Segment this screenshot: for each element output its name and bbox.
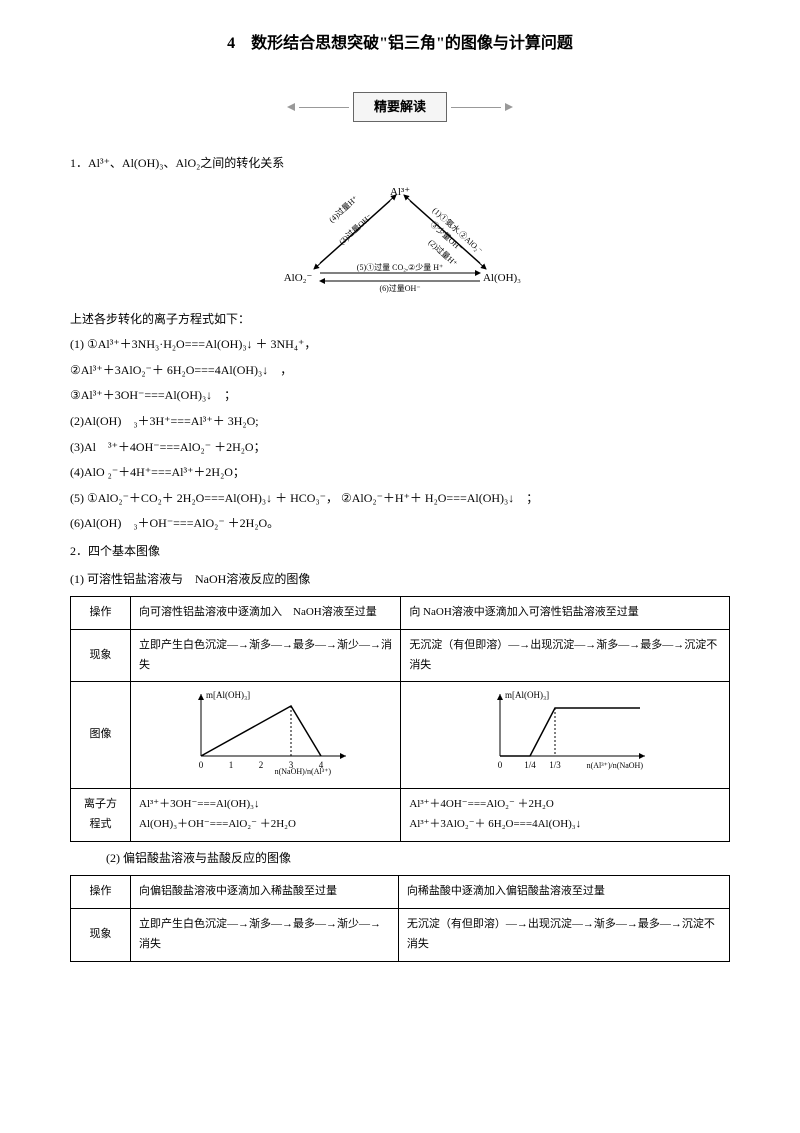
t1-r4-c1: Al³⁺＋3OH⁻===Al(OH)₃↓ Al(OH)₃＋OH⁻===AlO₂⁻… bbox=[131, 789, 401, 842]
g2-ylabel: m[Al(OH)₃] bbox=[505, 690, 549, 700]
svg-text:1: 1 bbox=[228, 760, 233, 770]
t1-graph2-cell: m[Al(OH)₃] 0 1/4 1/3 n(Al³⁺)/n(NaOH) bbox=[401, 682, 730, 789]
page-title: 4 数形结合思想突破"铝三角"的图像与计算问题 bbox=[70, 30, 730, 59]
g1-xlabel: n(NaOH)/n(Al³⁺) bbox=[274, 767, 331, 776]
t1-r4-label: 离子方程式 bbox=[71, 789, 131, 842]
t1-r1-c2: 向 NaOH溶液中逐滴加入可溶性铝盐溶液至过量 bbox=[401, 597, 730, 630]
svg-text:0: 0 bbox=[498, 760, 503, 770]
eq5: (3)Al ³⁺＋4OH⁻===AlO₂⁻ ＋2H₂O； bbox=[70, 437, 730, 459]
table1: 操作 向可溶性铝盐溶液中逐滴加入 NaOH溶液至过量 向 NaOH溶液中逐滴加入… bbox=[70, 596, 730, 842]
triangle-right-label: Al(OH)₃ bbox=[483, 272, 521, 284]
table-row: 图像 m[Al(OH)₃] 0 1 2 3 4 n(NaOH)/n(Al³⁺) bbox=[71, 682, 730, 789]
table2: 操作 向偏铝酸盐溶液中逐滴加入稀盐酸至过量 向稀盐酸中逐滴加入偏铝酸盐溶液至过量… bbox=[70, 875, 730, 961]
edge-tl1: (4)过量H⁺ bbox=[327, 193, 360, 224]
t2-r2-label: 现象 bbox=[71, 909, 131, 962]
arrow-left-icon bbox=[287, 103, 295, 111]
table-row: 操作 向可溶性铝盐溶液中逐滴加入 NaOH溶液至过量 向 NaOH溶液中逐滴加入… bbox=[71, 597, 730, 630]
banner-line-right bbox=[451, 107, 501, 108]
t1-r2-c2: 无沉淀（有但即溶）—→出现沉淀—→渐多—→最多—→沉淀不消失 bbox=[401, 629, 730, 682]
t1-graph1-cell: m[Al(OH)₃] 0 1 2 3 4 n(NaOH)/n(Al³⁺) bbox=[131, 682, 401, 789]
t1-r4-c2: Al³⁺＋4OH⁻===AlO₂⁻ ＋2H₂O Al³⁺＋3AlO₂⁻＋ 6H₂… bbox=[401, 789, 730, 842]
t2-r1-c2: 向稀盐酸中逐滴加入偏铝酸盐溶液至过量 bbox=[398, 876, 729, 909]
triangle-left-label: AlO₂⁻ bbox=[284, 272, 313, 284]
t2-r2-c1: 立即产生白色沉淀—→渐多—→最多—→渐少—→消失 bbox=[131, 909, 399, 962]
t1-r1-label: 操作 bbox=[71, 597, 131, 630]
t1-r2-c1: 立即产生白色沉淀—→渐多—→最多—→渐少—→消失 bbox=[131, 629, 401, 682]
edge-b2: (6)过量OH⁻ bbox=[379, 283, 420, 293]
banner-line-left bbox=[299, 107, 349, 108]
banner-text: 精要解读 bbox=[353, 92, 447, 121]
svg-text:0: 0 bbox=[198, 760, 203, 770]
triangle-diagram: Al³⁺ AlO₂⁻ Al(OH)₃ (4)过量H⁺ (3)过量OH⁻ (1)①… bbox=[70, 183, 730, 301]
eq3: ③Al³⁺＋3OH⁻===Al(OH)₃↓ ； bbox=[70, 385, 730, 407]
eq6: (4)AlO ₂⁻＋4H⁺===Al³⁺＋2H₂O； bbox=[70, 462, 730, 484]
svg-text:1/4: 1/4 bbox=[524, 760, 536, 770]
g1-ylabel: m[Al(OH)₃] bbox=[206, 690, 250, 700]
g2-xlabel: n(Al³⁺)/n(NaOH) bbox=[587, 761, 644, 770]
t1-r4-c2b: Al³⁺＋3AlO₂⁻＋ 6H₂O===4Al(OH)₃↓ bbox=[409, 815, 721, 835]
table-row: 操作 向偏铝酸盐溶液中逐滴加入稀盐酸至过量 向稀盐酸中逐滴加入偏铝酸盐溶液至过量 bbox=[71, 876, 730, 909]
arrow-right-icon bbox=[505, 103, 513, 111]
edge-b1: (5)①过量 CO₂,②少量 H⁺ bbox=[357, 262, 443, 272]
eq8: (6)Al(OH) ₃＋OH⁻===AlO₂⁻ ＋2H₂O。 bbox=[70, 513, 730, 535]
svg-text:1/3: 1/3 bbox=[549, 760, 561, 770]
intro-line: 上述各步转化的离子方程式如下： bbox=[70, 309, 730, 331]
t1-r4-c1b: Al(OH)₃＋OH⁻===AlO₂⁻ ＋2H₂O bbox=[139, 815, 392, 835]
banner: 精要解读 bbox=[70, 71, 730, 144]
section2-heading: 2．四个基本图像 bbox=[70, 541, 730, 563]
t2-r1-c1: 向偏铝酸盐溶液中逐滴加入稀盐酸至过量 bbox=[131, 876, 399, 909]
t1-r1-c1: 向可溶性铝盐溶液中逐滴加入 NaOH溶液至过量 bbox=[131, 597, 401, 630]
t1-r4-c2a: Al³⁺＋4OH⁻===AlO₂⁻ ＋2H₂O bbox=[409, 795, 721, 815]
section1-heading: 1．Al³⁺、Al(OH)₃、AlO₂之间的转化关系 bbox=[70, 153, 730, 175]
eq2: ②Al³⁺＋3AlO₂⁻＋ 6H₂O===4Al(OH)₃↓ ， bbox=[70, 360, 730, 382]
triangle-svg: Al³⁺ AlO₂⁻ Al(OH)₃ (4)过量H⁺ (3)过量OH⁻ (1)①… bbox=[270, 183, 530, 293]
eq4: (2)Al(OH) ₃＋3H⁺===Al³⁺＋ 3H₂O; bbox=[70, 411, 730, 433]
t2-r1-label: 操作 bbox=[71, 876, 131, 909]
t1-r3-label: 图像 bbox=[71, 682, 131, 789]
edge-tl2: (3)过量OH⁻ bbox=[337, 212, 374, 247]
eq1: (1) ①Al³⁺＋3NH₃·H₂O===Al(OH)₃↓ ＋ 3NH₄⁺， bbox=[70, 334, 730, 356]
t2-r2-c2: 无沉淀（有但即溶）—→出现沉淀—→渐多—→最多—→沉淀不消失 bbox=[398, 909, 729, 962]
table-row: 现象 立即产生白色沉淀—→渐多—→最多—→渐少—→消失 无沉淀（有但即溶）—→出… bbox=[71, 629, 730, 682]
t1-r4-c1a: Al³⁺＋3OH⁻===Al(OH)₃↓ bbox=[139, 795, 392, 815]
sub2: (2) 偏铝酸盐溶液与盐酸反应的图像 bbox=[70, 848, 730, 870]
triangle-top-label: Al³⁺ bbox=[390, 186, 410, 198]
table-row: 现象 立即产生白色沉淀—→渐多—→最多—→渐少—→消失 无沉淀（有但即溶）—→出… bbox=[71, 909, 730, 962]
t1-r2-label: 现象 bbox=[71, 629, 131, 682]
sub1: (1) 可溶性铝盐溶液与 NaOH溶液反应的图像 bbox=[70, 569, 730, 591]
graph2: m[Al(OH)₃] 0 1/4 1/3 n(Al³⁺)/n(NaOH) bbox=[475, 686, 655, 776]
graph1: m[Al(OH)₃] 0 1 2 3 4 n(NaOH)/n(Al³⁺) bbox=[176, 686, 356, 776]
svg-text:2: 2 bbox=[258, 760, 263, 770]
eq7: (5) ①AlO₂⁻＋CO₂＋ 2H₂O===Al(OH)₃↓ ＋ HCO₃⁻，… bbox=[70, 488, 730, 510]
table-row: 离子方程式 Al³⁺＋3OH⁻===Al(OH)₃↓ Al(OH)₃＋OH⁻==… bbox=[71, 789, 730, 842]
